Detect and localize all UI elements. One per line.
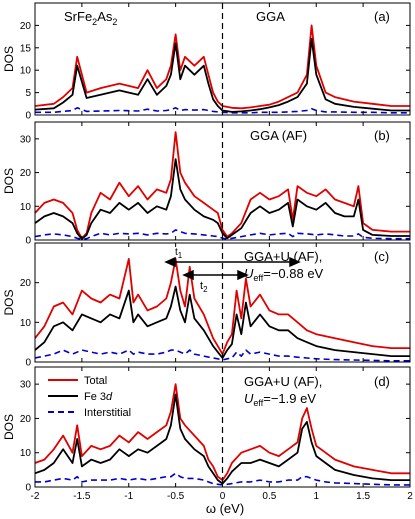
- panel-b-ytick-label: 10: [20, 202, 32, 213]
- panel-c-ytick-label: 0: [25, 358, 31, 369]
- panel-d-ytick-label: 20: [20, 414, 32, 425]
- x-tick-label: -0.5: [167, 491, 185, 502]
- x-tick-label: 1.5: [356, 491, 370, 502]
- panel-c-ytick-label: 20: [20, 278, 32, 289]
- panel-d-u-value: =−1.9 eV: [263, 391, 316, 406]
- t2-arrow: [182, 269, 249, 281]
- panel-a-tag: (a): [374, 9, 390, 24]
- panel-b-line-total: [35, 131, 410, 240]
- t2-letter: t: [200, 280, 203, 292]
- panel-a-ytick-label: 20: [20, 21, 32, 32]
- t1-sub: 1: [178, 251, 183, 260]
- legend-label-total: Total: [84, 375, 107, 387]
- panel-b-title: GGA (AF): [250, 128, 307, 143]
- t2-arrow-head-left: [182, 269, 194, 281]
- panel-d-tag: (d): [374, 374, 390, 389]
- panel-d-ytick-label: 0: [25, 483, 31, 494]
- material-as: As: [97, 9, 113, 24]
- panel-d-u-sub: eff: [253, 398, 263, 408]
- t1-label: t1: [175, 247, 183, 260]
- panel-c-title: GGA+U (AF),: [244, 249, 322, 264]
- legend-label-fe3d-d: d: [106, 391, 113, 403]
- panel-a-line-total: [35, 24, 410, 110]
- panel-c-line-fe-3d: [35, 285, 410, 359]
- x-tick-label: 1: [313, 491, 319, 502]
- panel-a-ytick-label: 5: [25, 88, 31, 99]
- panel-c-ueff: Ueff=−0.88 eV: [244, 266, 324, 283]
- panel-a-ylabel: DOS: [2, 46, 16, 72]
- panel-c-tag: (c): [374, 249, 389, 264]
- material-sub-2: 2: [92, 17, 97, 27]
- legend-label-fe3d: Fe 3d: [84, 391, 113, 403]
- panel-d-u-symbol: U: [244, 391, 254, 406]
- t1-letter: t: [175, 247, 178, 258]
- panel-a-title: GGA: [256, 9, 285, 24]
- t2-label: t2: [200, 280, 208, 294]
- panel-c-ytick-label: 10: [20, 318, 32, 329]
- x-tick-label: -2: [31, 491, 40, 502]
- panel-b-line-interstitial: [35, 229, 410, 240]
- panel-b-ytick-label: 0: [25, 236, 31, 247]
- panel-c-u-symbol: U: [244, 266, 254, 281]
- panel-c-line-interstitial: [35, 349, 410, 362]
- panel-b-line-fe-3d: [35, 158, 410, 240]
- panel-a-ytick-label: 10: [20, 66, 32, 77]
- panel-c-line-total: [35, 257, 410, 356]
- x-tick-label: -1.5: [73, 491, 91, 502]
- panel-d-ytick-label: 30: [20, 380, 32, 391]
- panel-b-ytick-label: 30: [20, 134, 32, 145]
- panel-c-ylabel: DOS: [2, 289, 16, 315]
- panel-d-ueff: Ueff=−1.9 eV: [244, 391, 316, 408]
- panel-d-line-fe-3d: [35, 393, 410, 485]
- panel-d-series: [35, 383, 410, 486]
- panel-c-series: [35, 257, 410, 362]
- panel-b-tag: (b): [374, 128, 390, 143]
- x-tick-label: 0.5: [262, 491, 276, 502]
- x-tick-label: 0: [220, 491, 226, 502]
- x-tick-label: -1: [124, 491, 133, 502]
- t1-arrow-head-right: [289, 256, 301, 268]
- panel-d-ylabel: DOS: [2, 414, 16, 440]
- panel-a-line-fe-3d: [35, 37, 410, 113]
- material-sub-2b: 2: [112, 17, 117, 27]
- panel-d-ytick-label: 10: [20, 448, 32, 459]
- panel-b-ytick-label: 20: [20, 168, 32, 179]
- panel-a-material: SrFe2As2: [64, 9, 117, 27]
- panel-d-title: GGA+U (AF),: [244, 374, 322, 389]
- x-tick-label: 2: [407, 491, 413, 502]
- t1-arrow-head-left: [164, 256, 176, 268]
- legend: Total Fe 3d Interstitial: [48, 375, 131, 419]
- panel-a-ytick-label: 0: [25, 111, 31, 122]
- panel-c-u-value: =−0.88 eV: [263, 266, 323, 281]
- legend-label-interstitial: Interstitial: [84, 407, 131, 419]
- panel-b-ylabel: DOS: [2, 168, 16, 194]
- t2-arrow-head-right: [237, 269, 249, 281]
- panel-c-u-sub: eff: [253, 273, 263, 283]
- t2-sub: 2: [203, 285, 208, 294]
- panel-d-line-interstitial: [35, 472, 410, 486]
- panel-a-line-interstitial: [35, 107, 410, 114]
- t1-arrow: [164, 256, 301, 268]
- panel-d-line-total: [35, 383, 410, 482]
- panel-a-series: [35, 24, 410, 114]
- panel-b-series: [35, 131, 410, 240]
- panel-a-ytick-label: 15: [20, 43, 32, 54]
- x-axis-label: ω (eV): [206, 501, 244, 516]
